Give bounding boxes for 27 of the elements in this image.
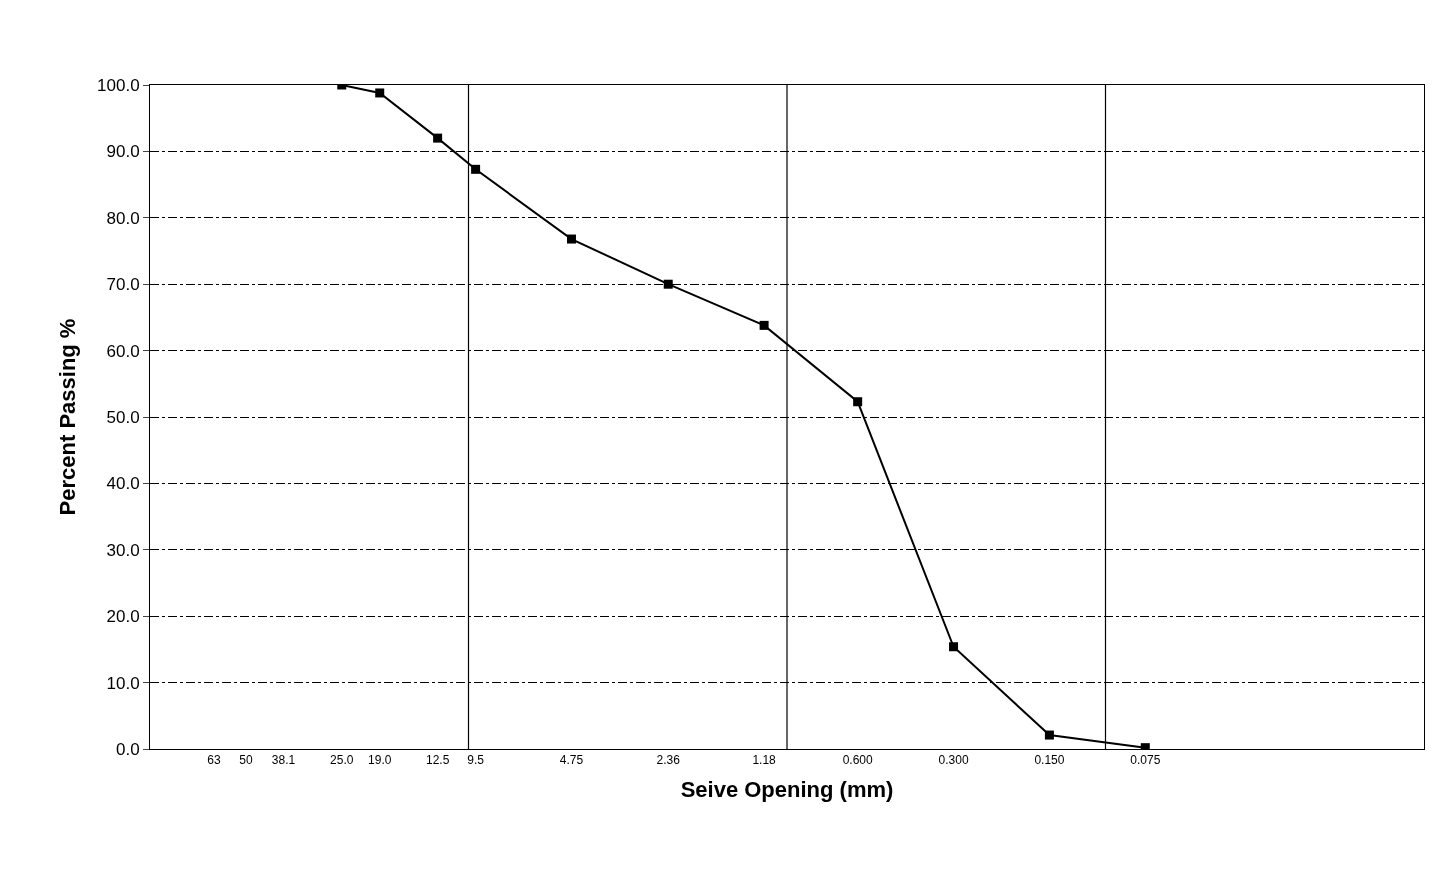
x-tick-label: 12.5 [425, 753, 450, 768]
y-tick-label: 40.0 [106, 474, 140, 494]
y-tick-label: 10.0 [106, 673, 140, 693]
y-tick-label: 60.0 [106, 341, 140, 361]
y-tick-label: 80.0 [106, 208, 140, 228]
y-tick-label: 90.0 [106, 142, 140, 162]
y-tick-label: 50.0 [106, 407, 140, 427]
x-tick-label: 38.1 [271, 753, 296, 768]
y-tick-label: 0.0 [115, 739, 140, 759]
y-tick-label: 100.0 [97, 75, 140, 95]
x-tick-label: 2.36 [656, 753, 681, 768]
x-tick-label: 0.300 [938, 753, 969, 768]
x-tick-label: 0.600 [842, 753, 873, 768]
x-tick-label: 4.75 [559, 753, 584, 768]
y-tick-label: 20.0 [106, 607, 140, 627]
x-tick-label: 19.0 [368, 753, 392, 768]
x-tick-label: 25.0 [330, 753, 354, 768]
x-tick-label: 0.075 [1130, 753, 1161, 768]
x-tick-label: 63 [207, 753, 221, 768]
x-tick-label: 9.5 [467, 753, 485, 768]
x-tick-label: 0.150 [1034, 753, 1065, 768]
y-tick-label: 70.0 [106, 275, 140, 295]
x-axis-title: Seive Opening (mm) [680, 777, 894, 803]
x-tick-label: 50 [239, 753, 253, 768]
x-tick-label: 1.18 [752, 753, 777, 768]
y-tick-label: 30.0 [106, 540, 140, 560]
y-axis-title: Percent Passing % [54, 318, 80, 516]
